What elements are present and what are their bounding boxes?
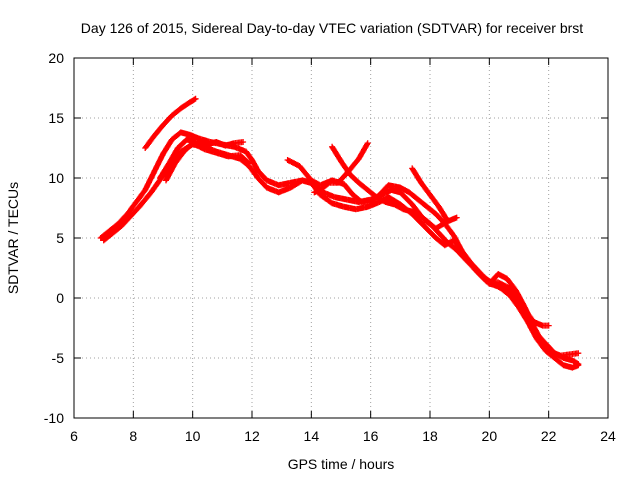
y-tick-label: 0 [56, 290, 64, 306]
series-markers [163, 140, 252, 184]
y-tick-label: -10 [44, 410, 64, 426]
series-track-9 [409, 165, 451, 225]
x-tick-label: 22 [541, 428, 557, 444]
series-track-10 [462, 254, 582, 371]
y-tick-labels: -10 -5 0 5 10 15 20 [44, 50, 64, 426]
y-tick-label: 15 [48, 110, 64, 126]
x-tick-labels: 6 8 10 12 14 16 18 20 22 24 [70, 428, 616, 444]
x-axis-label: GPS time / hours [288, 456, 395, 472]
y-tick-label: 20 [48, 50, 64, 66]
y-axis-label: SDTVAR / TECUs [5, 182, 21, 294]
series-markers [311, 140, 371, 196]
x-tick-label: 8 [129, 428, 137, 444]
series-markers [409, 165, 451, 225]
y-tick-label: 10 [48, 170, 64, 186]
x-tick-label: 12 [244, 428, 260, 444]
series-track-2 [100, 141, 552, 329]
series-track-4 [142, 95, 199, 151]
series-track-7 [329, 143, 582, 359]
series-markers [97, 129, 460, 241]
x-tick-label: 10 [185, 428, 201, 444]
x-tick-label: 20 [482, 428, 498, 444]
series-markers [100, 141, 552, 329]
series-track-5 [163, 140, 252, 184]
gridlines [74, 58, 608, 418]
series-markers [329, 143, 582, 359]
axis-ticks [73, 57, 609, 419]
series-markers [462, 254, 582, 371]
data-series [97, 95, 582, 371]
y-tick-label: -5 [52, 350, 65, 366]
series-track-1 [97, 129, 460, 241]
chart-title: Day 126 of 2015, Sidereal Day-to-day VTE… [81, 20, 583, 36]
x-tick-label: 24 [600, 428, 616, 444]
series-track-3 [157, 136, 247, 181]
x-tick-label: 14 [304, 428, 320, 444]
y-tick-label: 5 [56, 230, 64, 246]
x-tick-label: 18 [422, 428, 438, 444]
series-markers [157, 136, 247, 181]
series-track-8 [311, 140, 371, 196]
x-tick-label: 16 [363, 428, 379, 444]
x-tick-label: 6 [70, 428, 78, 444]
series-markers [142, 95, 199, 151]
